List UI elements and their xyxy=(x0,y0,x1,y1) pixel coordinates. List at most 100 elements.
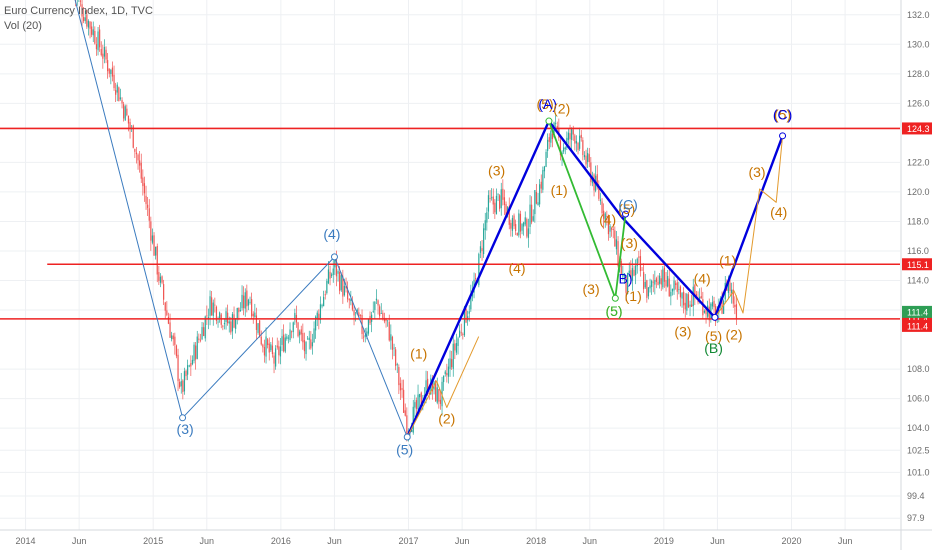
candle-body xyxy=(188,365,190,367)
price-level-label: 111.4 xyxy=(907,314,928,324)
wave-pivot-marker[interactable] xyxy=(779,132,787,140)
wave-pivot-marker[interactable] xyxy=(179,414,187,422)
wave-pivot-marker[interactable] xyxy=(622,210,630,218)
y-tick-label: 114.0 xyxy=(907,276,929,286)
candle-body xyxy=(526,219,528,237)
candle-body xyxy=(657,281,659,285)
candle-body xyxy=(383,318,386,322)
candle-body xyxy=(204,316,206,339)
candle-body xyxy=(190,363,192,367)
candle-body xyxy=(238,307,240,313)
wave-label: (4) xyxy=(599,211,616,227)
candle-body xyxy=(158,272,160,281)
candle-body xyxy=(103,46,106,57)
candle-body xyxy=(177,354,179,382)
candle-body xyxy=(406,415,408,435)
candle-body xyxy=(678,289,680,290)
candle-body xyxy=(675,283,677,285)
candle-body xyxy=(542,170,544,190)
candle-body xyxy=(161,276,163,283)
candle-body xyxy=(519,213,522,232)
wave-pivot-marker[interactable] xyxy=(403,433,411,441)
candle-body xyxy=(676,282,678,292)
candle-body xyxy=(443,375,445,383)
candle-body xyxy=(499,195,501,209)
candle-body xyxy=(375,298,378,301)
wave-pivot-marker[interactable] xyxy=(611,294,619,302)
candle-body xyxy=(332,268,334,275)
candle-body xyxy=(563,147,565,152)
candle-body xyxy=(417,394,419,410)
wave-line[interactable] xyxy=(406,336,480,438)
wave-label: (3) xyxy=(177,421,194,437)
x-tick-label: 2020 xyxy=(781,536,801,546)
candle-body xyxy=(283,334,285,352)
candle-body xyxy=(215,306,218,321)
candle-body xyxy=(599,199,602,202)
candle-body xyxy=(590,162,592,182)
candle-body xyxy=(587,152,589,162)
candle-body xyxy=(588,154,590,163)
candle-body xyxy=(668,278,670,297)
candle-body xyxy=(100,48,102,56)
candle-body xyxy=(596,174,598,187)
candle-body xyxy=(646,280,648,298)
candle-body xyxy=(484,220,486,231)
candle-body xyxy=(609,225,611,232)
candle-body xyxy=(723,300,725,314)
wave-label: (5) xyxy=(537,96,554,112)
candle-body xyxy=(470,294,472,310)
wave-line[interactable] xyxy=(620,216,716,319)
wave-pivot-marker[interactable] xyxy=(545,117,553,125)
candle-body xyxy=(219,312,221,320)
candle-body xyxy=(649,285,651,289)
candle-body xyxy=(625,275,627,293)
candle-body xyxy=(612,229,614,231)
candle-body xyxy=(358,312,360,317)
candle-body xyxy=(710,303,712,318)
wave-label: (3) xyxy=(621,235,638,251)
candle-body xyxy=(271,345,274,355)
wave-pivot-marker[interactable] xyxy=(330,253,338,261)
wave-pivot-marker[interactable] xyxy=(711,313,719,321)
candle-body xyxy=(303,340,306,352)
candle-body xyxy=(537,202,539,206)
candle-body xyxy=(191,359,194,365)
candle-body xyxy=(617,241,619,266)
candle-body xyxy=(494,202,496,213)
candle-body xyxy=(388,321,390,341)
wave-line[interactable] xyxy=(713,135,784,318)
candle-body xyxy=(399,383,402,391)
candle-body xyxy=(183,371,186,392)
candle-body xyxy=(231,314,234,332)
candle-body xyxy=(505,204,507,217)
candle-body xyxy=(363,336,365,338)
wave-line[interactable] xyxy=(74,0,408,438)
candle-body xyxy=(292,322,294,333)
y-tick-label: 99.4 xyxy=(907,491,925,501)
candle-body xyxy=(607,215,610,235)
y-tick-label: 128.0 xyxy=(907,69,930,79)
candle-body xyxy=(503,197,506,206)
candle-body xyxy=(575,141,578,144)
candle-body xyxy=(566,137,568,148)
candle-body xyxy=(382,312,384,320)
candle-body xyxy=(318,313,320,321)
candle-body xyxy=(243,295,245,309)
candle-body xyxy=(527,228,530,238)
candle-body xyxy=(198,338,200,340)
candle-body xyxy=(155,246,157,256)
wave-label: (1) xyxy=(410,346,427,362)
candle-body xyxy=(313,328,315,343)
candle-body xyxy=(187,365,189,375)
candle-body xyxy=(105,49,107,60)
candle-body xyxy=(556,125,558,128)
candle-body xyxy=(297,322,299,337)
wave-line[interactable] xyxy=(714,135,784,318)
candle-body xyxy=(199,339,202,341)
wave-label: (B) xyxy=(704,340,723,356)
candle-body xyxy=(643,272,645,290)
candle-body xyxy=(479,246,482,253)
